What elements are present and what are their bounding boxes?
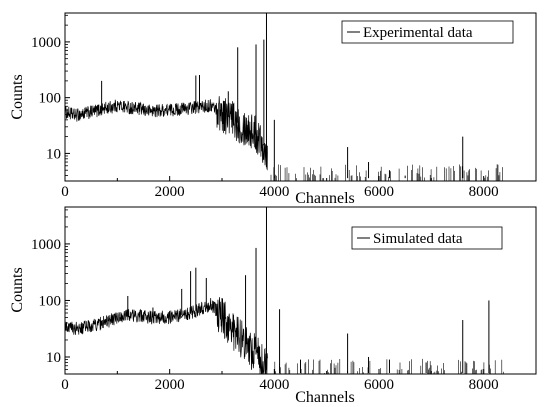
data-layer	[64, 13, 503, 181]
x-tick-label: 2000	[155, 377, 185, 393]
y-ticks: 10 100 1000	[31, 14, 70, 176]
x-tick-label: 4000	[259, 184, 289, 200]
y-tick-label: 10	[46, 350, 61, 366]
plot-frame	[64, 206, 537, 375]
y-tick-label: 100	[39, 293, 62, 309]
legend-box	[341, 20, 514, 44]
legend-box	[351, 226, 503, 250]
x-tick-label: 8000	[469, 377, 499, 393]
y-tick-label: 100	[39, 91, 62, 107]
legend: Experimental data	[341, 20, 514, 44]
x-axis-label: Channels	[295, 389, 355, 406]
x-tick-label: 4000	[259, 377, 289, 393]
x-tick-label: 8000	[469, 184, 499, 200]
x-tick-label: 0	[61, 184, 69, 200]
series-trace	[64, 297, 268, 375]
panel-simulated: 0 2000 4000 6000 8000 10 100 1000 Channels Cou…	[9, 206, 537, 406]
data-layer	[64, 207, 504, 375]
y-axis-label: Counts	[9, 74, 26, 119]
x-tick-label: 6000	[364, 377, 394, 393]
x-ticks: 0 2000 4000 6000 8000	[61, 176, 499, 200]
legend: Simulated data	[351, 226, 503, 250]
plot-frame	[64, 12, 537, 182]
x-axis-label: Channels	[295, 190, 355, 207]
y-axis-label: Counts	[9, 267, 26, 312]
legend-label: Experimental data	[363, 25, 473, 41]
y-tick-label: 10	[46, 146, 61, 162]
x-tick-label: 0	[61, 377, 69, 393]
x-ticks: 0 2000 4000 6000 8000	[61, 369, 499, 393]
y-tick-label: 1000	[31, 237, 61, 253]
series-trace	[64, 96, 268, 171]
y-tick-label: 1000	[31, 35, 61, 51]
y-ticks: 10 100 1000	[31, 209, 70, 370]
panel-experimental: 0 2000 4000 6000 8000 10 100 1000 Channels Cou…	[9, 12, 537, 207]
legend-label: Simulated data	[373, 231, 463, 247]
x-tick-label: 2000	[155, 184, 185, 200]
x-tick-label: 6000	[364, 184, 394, 200]
series-tail-noise	[270, 164, 503, 181]
